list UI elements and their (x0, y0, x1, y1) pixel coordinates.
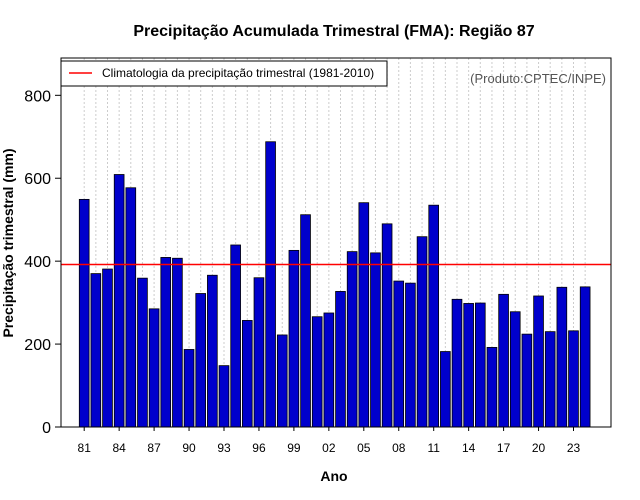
x-tick-label: 02 (322, 441, 336, 455)
bar-2017 (498, 293, 509, 428)
credit-text: (Produto:CPTEC/INPE) (470, 71, 606, 86)
bar-2008 (393, 280, 405, 428)
bar-2016 (486, 346, 498, 428)
bar-2000 (300, 214, 311, 428)
bar-1982 (90, 273, 102, 428)
y-tick-label: 200 (24, 337, 51, 354)
bar-2003 (335, 291, 346, 428)
y-tick-label: 800 (24, 88, 51, 105)
bar-1989 (172, 257, 183, 428)
bar-1985 (125, 187, 137, 428)
x-tick-label: 17 (497, 441, 511, 455)
bar-1998 (276, 334, 288, 428)
bar-1986 (137, 277, 148, 428)
bar-2012 (440, 351, 451, 428)
bar-1992 (207, 274, 218, 428)
bar-2015 (474, 302, 486, 428)
bar-2002 (323, 312, 335, 428)
bar-2024 (579, 286, 591, 428)
bar-1984 (113, 174, 125, 428)
legend: Climatologia da precipitação trimestral … (60, 60, 388, 87)
bar-2007 (381, 223, 393, 428)
bar-1987 (148, 308, 160, 428)
bar-1997 (265, 141, 276, 428)
bar-2014 (463, 303, 474, 428)
chart-title: Precipitação Acumulada Trimestral (FMA):… (133, 23, 534, 40)
x-tick-label: 99 (287, 441, 301, 455)
x-tick-label: 23 (567, 441, 581, 455)
x-tick-label: 96 (252, 441, 266, 455)
bar-2023 (568, 330, 579, 428)
bar-1990 (183, 349, 195, 428)
x-tick-label: 20 (532, 441, 546, 455)
y-axis: 0 200 400 600 800 (24, 88, 61, 437)
x-tick-label: 81 (78, 441, 92, 455)
bar-2019 (521, 333, 533, 428)
bar-1981 (78, 198, 90, 428)
bar-1983 (102, 268, 113, 428)
x-axis-title: Ano (320, 468, 347, 484)
y-tick-label: 0 (42, 420, 51, 437)
bar-2009 (405, 282, 416, 428)
legend-box (60, 60, 388, 87)
bar-2001 (311, 316, 323, 428)
bar-2018 (509, 311, 521, 428)
x-tick-label: 11 (427, 441, 440, 455)
y-tick-label: 400 (24, 254, 51, 271)
bar-1988 (160, 257, 172, 428)
bar-2006 (370, 252, 381, 428)
y-tick-label: 600 (24, 171, 51, 188)
bars-group (78, 141, 591, 428)
bar-2010 (416, 236, 428, 428)
bar-2011 (428, 204, 439, 428)
x-tick-label: 93 (217, 441, 231, 455)
bar-2004 (346, 251, 358, 428)
bar-1993 (218, 365, 230, 428)
legend-label: Climatologia da precipitação trimestral … (102, 66, 374, 80)
plot-frame (60, 57, 612, 428)
bar-1991 (195, 293, 207, 428)
bar-1995 (241, 320, 253, 428)
x-tick-label: 14 (462, 441, 476, 455)
x-tick-label: 87 (147, 441, 161, 455)
bar-2021 (544, 331, 556, 428)
x-tick-label: 90 (182, 441, 196, 455)
bar-1999 (288, 249, 300, 428)
bar-2013 (451, 298, 463, 428)
y-axis-title: Precipitação trimestral (mm) (0, 148, 16, 337)
bar-2005 (358, 202, 370, 428)
x-tick-label: 05 (357, 441, 371, 455)
bar-2020 (533, 295, 544, 428)
x-axis: 81 84 87 90 93 96 99 02 05 08 11 14 17 20 23 (78, 427, 581, 455)
bar-2022 (556, 286, 568, 428)
x-tick-label: 84 (112, 441, 126, 455)
bar-1994 (230, 244, 241, 428)
x-tick-label: 08 (392, 441, 406, 455)
bar-1996 (253, 277, 265, 428)
